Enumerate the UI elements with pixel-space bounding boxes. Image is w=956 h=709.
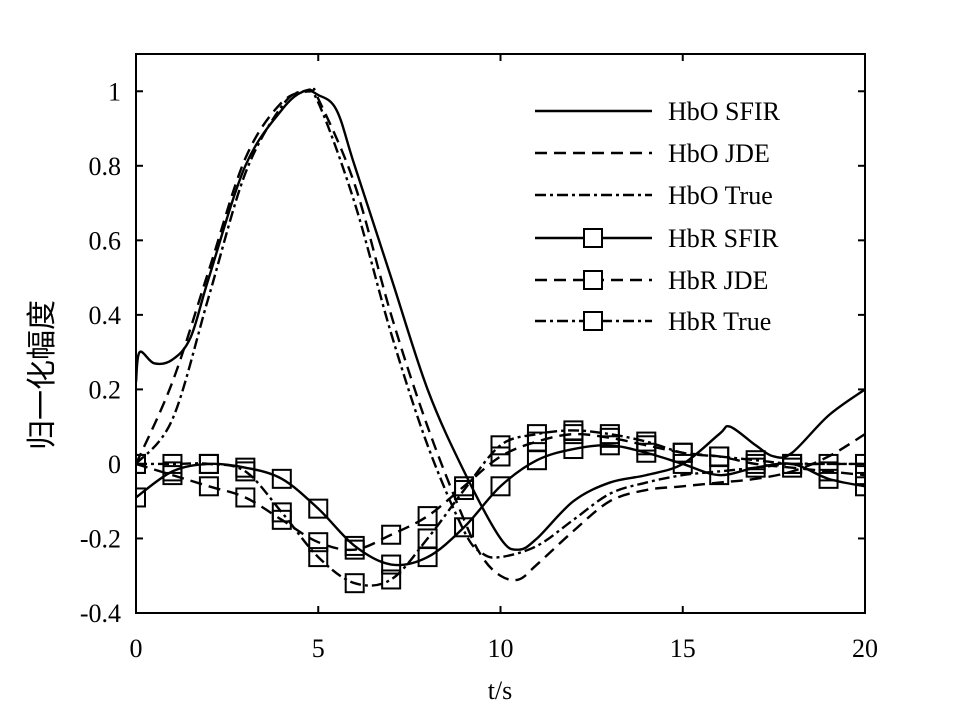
series-line-hbo-sfir [136, 89, 865, 551]
data-point-hbr-sfir [672, 453, 693, 474]
data-point-hbr-sfir [381, 554, 402, 575]
legend-marker-square [583, 311, 603, 331]
data-point-hbr-jde [417, 506, 438, 527]
series-hbr-true [136, 420, 865, 594]
series-line-hbo-jde [136, 87, 865, 582]
series-hbo-sfir [136, 89, 865, 551]
data-point-hbr-sfir [454, 517, 475, 538]
x-tick-label: 20 [852, 634, 878, 663]
data-point-hbr-true [235, 461, 256, 482]
data-point-hbr-true [490, 435, 511, 456]
data-point-hbr-jde [855, 465, 865, 486]
legend-item-hbr-true: HbR True [535, 307, 771, 336]
legend-label: HbO JDE [668, 139, 770, 168]
data-point-hbr-sfir [308, 498, 329, 519]
x-tick-label: 0 [130, 634, 143, 663]
series-hbo-true [136, 88, 865, 559]
data-point-hbr-sfir [136, 487, 146, 508]
data-point-hbr-true [136, 453, 146, 474]
data-point-hbr-true [271, 502, 292, 523]
data-point-hbr-sfir [271, 468, 292, 489]
data-point-hbr-true [672, 442, 693, 463]
data-point-hbr-true [709, 446, 730, 467]
y-tick-label: 0.8 [89, 152, 122, 181]
data-point-hbr-sfir [490, 476, 511, 497]
x-tick-label: 5 [312, 634, 325, 663]
y-tick-label: 0 [108, 450, 121, 479]
y-axis-label: 归一化幅度 [25, 300, 60, 450]
series-layer [136, 87, 865, 594]
data-point-hbr-true [344, 573, 365, 594]
series-line-hbr-sfir [136, 443, 865, 567]
data-point-hbr-jde [490, 446, 511, 467]
legend: HbO SFIR HbO JDE HbO True HbR SFIR HbR JDE Hb… [535, 97, 781, 336]
legend-label: HbR True [668, 307, 771, 336]
x-tick-label: 15 [670, 634, 696, 663]
data-point-hbr-jde [308, 532, 329, 553]
data-point-hbr-true [782, 453, 803, 474]
data-point-hbr-true [599, 424, 620, 445]
data-point-hbr-sfir [855, 476, 865, 497]
data-point-hbr-jde [235, 487, 256, 508]
legend-item-hbo-true: HbO True [535, 181, 773, 210]
legend-item-hbr-jde: HbR JDE [535, 266, 768, 295]
data-point-hbr-true [526, 424, 547, 445]
legend-marker-square [583, 270, 603, 290]
y-tick-label: -0.4 [80, 599, 121, 628]
data-point-hbr-jde [162, 465, 183, 486]
data-point-hbr-jde [198, 476, 219, 497]
series-line-hbo-true [136, 88, 865, 559]
data-point-hbr-true [308, 547, 329, 568]
legend-label: HbO True [668, 181, 773, 210]
data-point-hbr-jde [344, 539, 365, 560]
data-point-hbr-true [855, 453, 865, 474]
series-hbo-jde [136, 87, 865, 582]
legend-item-hbr-sfir: HbR SFIR [535, 224, 779, 253]
y-tick-label: 0.2 [89, 375, 122, 404]
data-point-hbr-jde [381, 524, 402, 545]
data-point-hbr-true [745, 450, 766, 471]
data-point-hbr-true [417, 528, 438, 549]
data-point-hbr-true [636, 431, 657, 452]
y-tick-label: 1 [108, 77, 121, 106]
legend-label: HbR JDE [668, 266, 768, 295]
legend-marker-square [583, 228, 603, 248]
y-tick-label: 0.6 [89, 226, 122, 255]
data-point-hbr-true [563, 420, 584, 441]
legend-item-hbo-sfir: HbO SFIR [535, 97, 781, 126]
legend-label: HbR SFIR [668, 224, 779, 253]
data-point-hbr-true [454, 480, 475, 501]
ticks-layer: 0 5 10 15 20 -0.4 -0.2 0 0.2 0.4 0.6 0.8 1 [80, 54, 878, 663]
x-axis-label: t/s [488, 676, 513, 705]
data-point-hbr-true [818, 453, 839, 474]
x-tick-label: 10 [488, 634, 514, 663]
legend-label: HbO SFIR [668, 97, 781, 126]
y-tick-label: -0.2 [80, 524, 121, 553]
series-line-hbr-true [136, 429, 865, 587]
data-point-hbr-true [162, 453, 183, 474]
legend-item-hbo-jde: HbO JDE [535, 139, 770, 168]
data-point-hbr-true [381, 569, 402, 590]
data-point-hbr-true [198, 453, 219, 474]
y-tick-label: 0.4 [89, 301, 122, 330]
